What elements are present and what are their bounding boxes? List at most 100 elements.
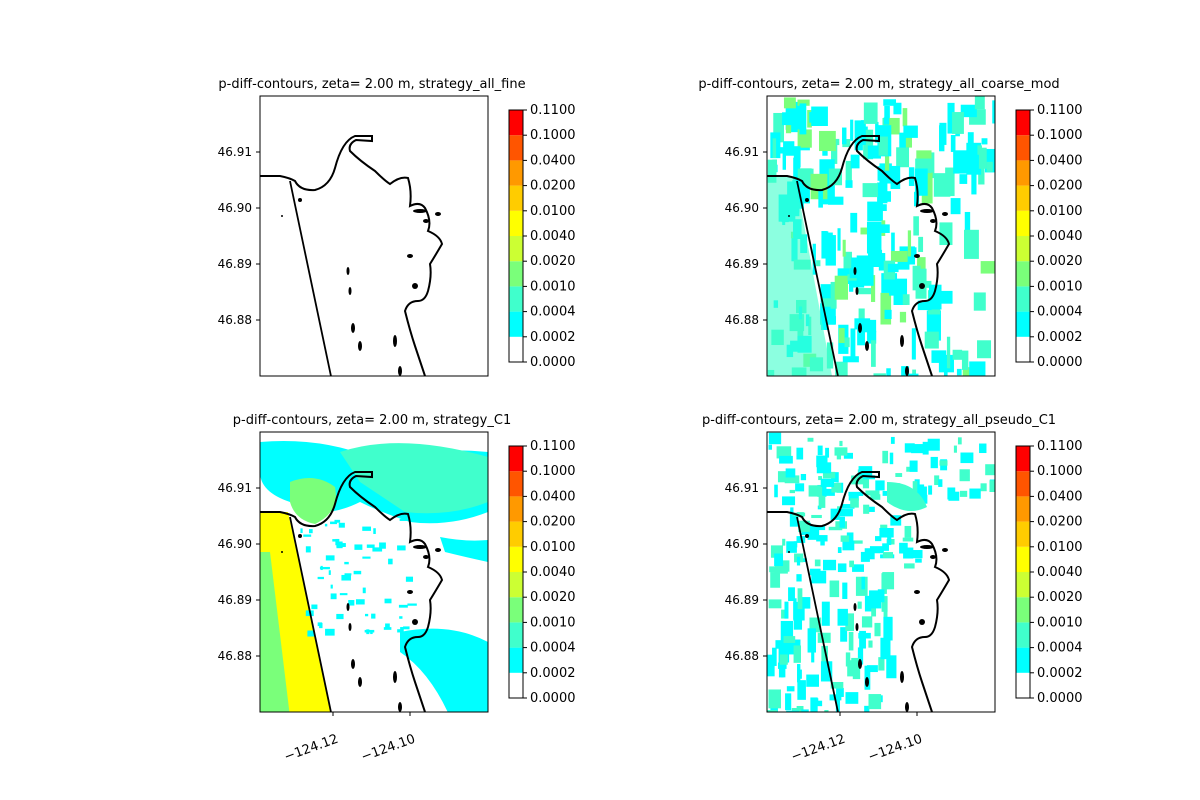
colorbar-tick-label: 0.0002 [1037,666,1083,681]
colorbar-tick-label: 0.0400 [530,153,576,168]
y-tick-label: 46.88 [725,313,759,327]
colorbar-2: 0.0000 0.0002 0.0004 0.0010 0.0020 0.0040 0.01… [508,439,576,706]
x-tick-label: −124.10 [866,732,924,765]
panel-title-1: p-diff-contours, zeta= 2.00 m, strategy_… [698,77,1059,92]
colorbar-segment [1016,597,1030,623]
colorbar-segment [1016,160,1030,186]
colorbar-segment [1016,521,1030,547]
colorbar-tick-label: 0.0200 [1037,179,1083,194]
colorbar-segment [1016,572,1030,598]
contour-fill-2 [260,432,488,712]
colorbar-tick-label: 0.1100 [1037,439,1083,454]
panel-1: p-diff-contours, zeta= 2.00 m, strategy_… [698,77,1083,377]
y-tick-label: 46.90 [218,537,252,551]
y-ticks-2: 46.91 46.90 46.89 46.88 [218,481,260,663]
colorbar-0: 0.0000 0.0002 0.0004 0.0010 0.0020 0.0040 0.01… [508,103,576,370]
colorbar-segment [1016,471,1030,497]
plot-frame-1 [766,95,996,377]
y-tick-label: 46.91 [218,145,252,159]
colorbar-tick-label: 0.0020 [530,590,576,605]
y-tick-label: 46.89 [725,257,759,271]
colorbar-segment [1016,311,1030,337]
colorbar-segment [509,311,523,337]
colorbar-segment [509,236,523,262]
plot-frame-2 [259,431,489,713]
colorbar-tick-label: 0.0002 [530,666,576,681]
colorbar-tick-label: 0.1100 [530,103,576,118]
x-tick-label: −124.12 [282,732,340,765]
colorbar-tick-label: 0.1100 [530,439,576,454]
colorbar-segment [509,546,523,572]
colorbar-tick-label: 0.0004 [1037,305,1083,320]
x-ticks-2: −124.12 −124.10 [282,712,417,765]
y-tick-label: 46.91 [725,481,759,495]
colorbar-segment [1016,446,1030,472]
colorbar-3: 0.0000 0.0002 0.0004 0.0010 0.0020 0.0040 0.01… [1015,439,1083,706]
y-tick-label: 46.88 [725,649,759,663]
y-ticks-0: 46.91 46.90 46.89 46.88 [218,145,260,327]
colorbar-segment [1016,496,1030,522]
panel-title-2: p-diff-contours, zeta= 2.00 m, strategy_… [233,413,511,428]
colorbar-segment [509,185,523,211]
colorbar-tick-label: 0.0010 [1037,615,1083,630]
colorbar-tick-label: 0.0000 [1037,691,1083,706]
y-tick-label: 46.89 [218,593,252,607]
y-tick-label: 46.90 [725,537,759,551]
panel-title-0: p-diff-contours, zeta= 2.00 m, strategy_… [218,77,525,92]
colorbar-tick-label: 0.0400 [530,489,576,504]
y-tick-label: 46.88 [218,649,252,663]
colorbar-tick-label: 0.1000 [530,128,576,143]
colorbar-segment [509,521,523,547]
colorbar-tick-label: 0.0040 [1037,229,1083,244]
contour-fill-0 [260,96,488,376]
colorbar-tick-label: 0.0400 [1037,153,1083,168]
colorbar-segment [1016,546,1030,572]
coastline-3 [767,471,951,712]
colorbar-tick-label: 0.0200 [1037,515,1083,530]
colorbar-tick-label: 0.0040 [530,229,576,244]
colorbar-tick-label: 0.0100 [530,540,576,555]
coastline-0 [260,135,444,376]
x-tick-label: −124.10 [359,732,417,765]
colorbar-segment [509,471,523,497]
colorbar-segment [509,160,523,186]
colorbar-segment [1016,336,1030,362]
panel-title-3: p-diff-contours, zeta= 2.00 m, strategy_… [702,413,1056,428]
colorbar-tick-label: 0.0000 [530,691,576,706]
x-tick-label: −124.12 [789,732,847,765]
colorbar-segment [509,261,523,287]
panel-3: p-diff-contours, zeta= 2.00 m, strategy_… [702,413,1083,765]
colorbar-segment [1016,647,1030,673]
colorbar-tick-label: 0.0010 [530,279,576,294]
colorbar-tick-label: 0.0000 [1037,355,1083,370]
colorbar-tick-label: 0.0010 [530,615,576,630]
colorbar-segment [1016,672,1030,698]
colorbar-segment [509,647,523,673]
colorbar-segment [509,496,523,522]
contour-fill-3 [767,432,995,712]
colorbar-segment [1016,236,1030,262]
colorbar-tick-label: 0.0100 [1037,540,1083,555]
colorbar-tick-label: 0.0002 [530,330,576,345]
panel-2: p-diff-contours, zeta= 2.00 m, strategy_… [218,413,576,765]
colorbar-tick-label: 0.1100 [1037,103,1083,118]
colorbar-segment [509,446,523,472]
y-tick-label: 46.89 [725,593,759,607]
colorbar-tick-label: 0.0020 [1037,254,1083,269]
colorbar-tick-label: 0.0004 [530,305,576,320]
colorbar-tick-label: 0.0004 [1037,641,1083,656]
colorbar-segment [509,336,523,362]
colorbar-tick-label: 0.1000 [1037,464,1083,479]
colorbar-segment [509,286,523,312]
plot-frame-3 [766,431,996,713]
y-ticks-3: 46.91 46.90 46.89 46.88 [725,481,767,663]
coastline-2 [260,471,444,712]
colorbar-tick-label: 0.0200 [530,179,576,194]
colorbar-segment [509,597,523,623]
colorbar-segment [509,210,523,236]
colorbar-segment [509,135,523,161]
colorbar-segment [509,672,523,698]
y-tick-label: 46.91 [725,145,759,159]
y-tick-label: 46.90 [218,201,252,215]
colorbar-tick-label: 0.0000 [530,355,576,370]
